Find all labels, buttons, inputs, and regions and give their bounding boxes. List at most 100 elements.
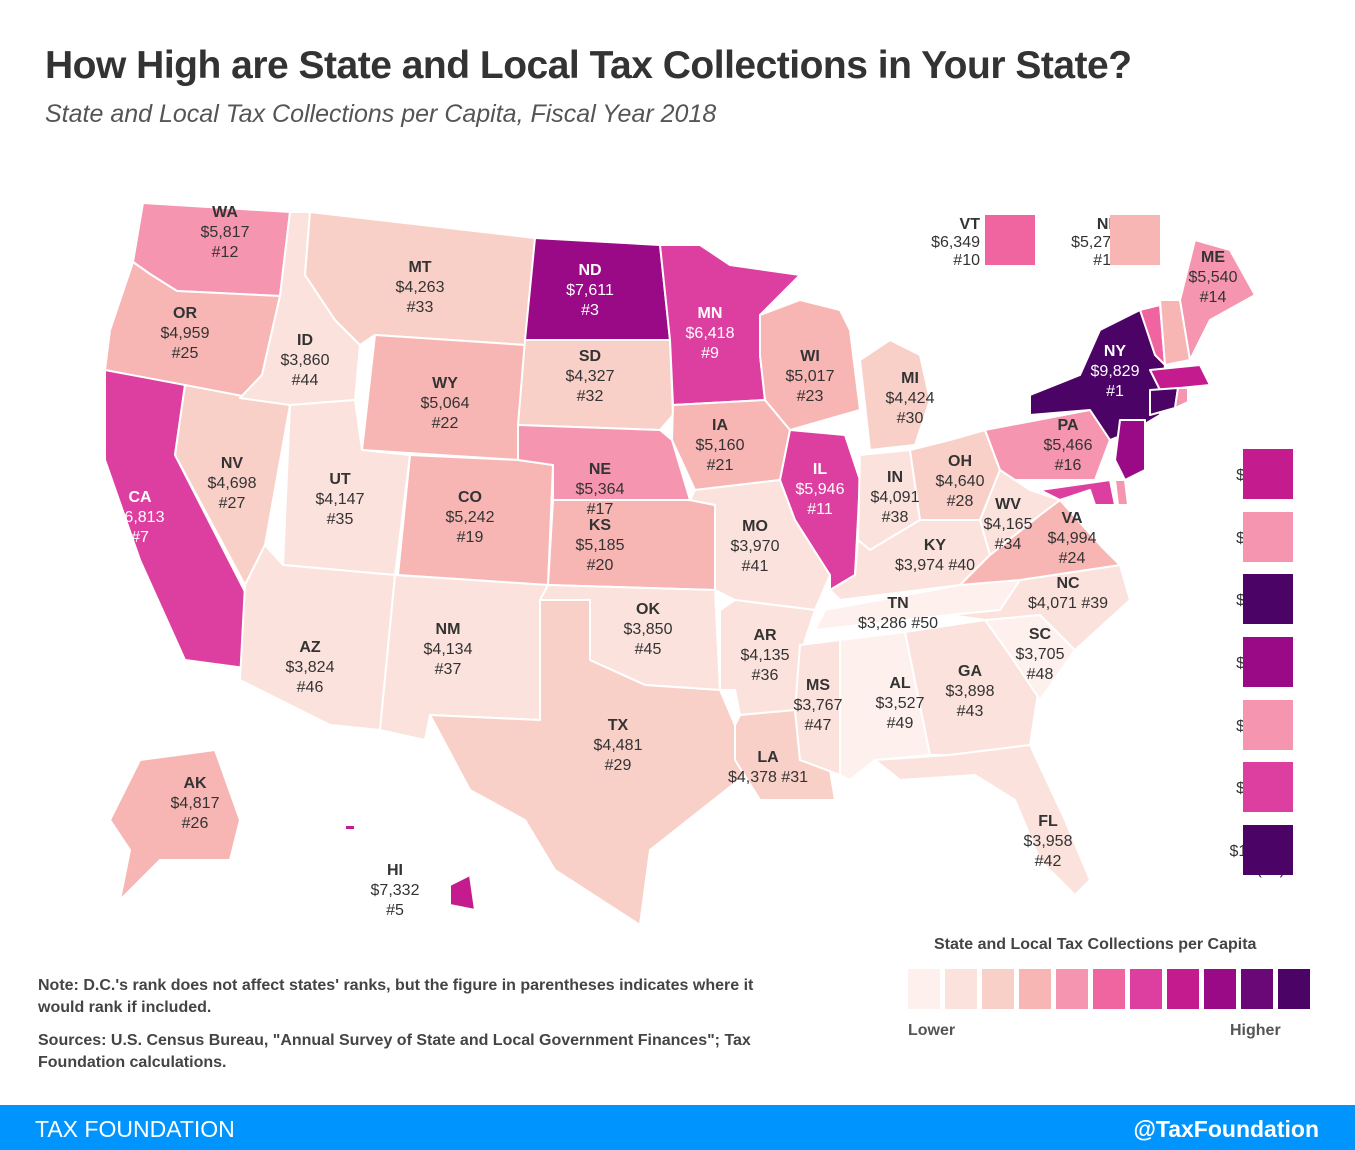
state-label-rank: #26	[182, 815, 209, 832]
state-label-rank: #20	[587, 557, 614, 574]
state-label-abbr: GA	[958, 663, 982, 680]
state-label-abbr: MT	[408, 259, 431, 276]
state-label-ky: KY $3,974 #40	[895, 537, 975, 574]
state-label-tx: TX $4,481 #29	[594, 717, 643, 774]
state-label-abbr: UT	[329, 471, 351, 488]
legend-swatch	[1056, 969, 1088, 1009]
state-label-in: IN $4,091 #38	[871, 469, 920, 526]
state-az	[239, 544, 396, 731]
box-abbr: VT	[959, 216, 980, 233]
state-label-rank: #19	[457, 529, 484, 546]
state-label-abbr: HI	[387, 862, 403, 879]
state-label-rank: #16	[1055, 457, 1082, 474]
swatch-ct	[1243, 574, 1293, 624]
box-rank: #10	[953, 252, 980, 269]
swatch-nh	[1110, 215, 1160, 265]
state-label-value: $3,860	[281, 352, 330, 369]
state-label-la: LA $4,378 #31	[728, 749, 808, 786]
state-me	[1179, 239, 1256, 361]
state-label-value: $6,813	[116, 509, 165, 526]
state-label-ia: IA $5,160 #21	[696, 417, 745, 474]
state-label-value: $4,263	[396, 279, 445, 296]
state-ny	[1029, 309, 1166, 441]
state-label-value: $7,332	[371, 882, 420, 899]
state-label-or: OR $4,959 #25	[161, 305, 210, 362]
state-label-abbr: MO	[742, 518, 768, 535]
state-label-abbr: MI	[901, 370, 919, 387]
state-label-value: $5,185	[576, 537, 625, 554]
state-label-value: $5,946	[796, 481, 845, 498]
state-label-rank: #42	[1035, 853, 1062, 870]
state-nj	[1114, 419, 1146, 481]
state-label-abbr: OK	[636, 601, 660, 618]
state-ms	[794, 639, 841, 776]
state-label-value: $4,327	[566, 368, 615, 385]
state-co	[397, 454, 554, 586]
state-label-value: $4,165	[984, 516, 1033, 533]
state-label-value+rank: $4,378 #31	[728, 769, 808, 786]
legend-swatch	[908, 969, 940, 1009]
state-label-value: $4,640	[936, 473, 985, 490]
state-label-abbr: NC	[1056, 575, 1080, 592]
state-label-abbr: AK	[183, 775, 207, 792]
swatch-nj	[1243, 637, 1293, 687]
state-label-nc: NC $4,071 #39	[1028, 575, 1108, 612]
state-label-ks: KS $5,185 #20	[576, 517, 625, 574]
state-label-value: $3,898	[946, 683, 995, 700]
state-mi	[859, 339, 931, 451]
state-label-value: $5,466	[1044, 437, 1093, 454]
state-label-rank: #28	[947, 493, 974, 510]
state-label-value: $6,418	[686, 325, 735, 342]
box-abbr: NH	[1096, 216, 1120, 233]
state-label-rank: #46	[297, 679, 324, 696]
state-label-value: $4,994	[1048, 530, 1097, 547]
state-de	[1114, 479, 1129, 506]
state-label-value: $9,829	[1091, 363, 1140, 380]
state-label-abbr: KS	[589, 517, 612, 534]
legend-swatch	[1241, 969, 1273, 1009]
state-rank: #40	[948, 557, 975, 574]
state-rank: #50	[911, 615, 938, 632]
state-label-value: $4,424	[886, 390, 935, 407]
state-label-me: ME $5,540 #14	[1189, 249, 1238, 306]
state-label-rank: #32	[577, 388, 604, 405]
state-ak	[109, 749, 241, 901]
state-label-mn: MN $6,418 #9	[686, 305, 735, 362]
state-label-rank: #37	[435, 661, 462, 678]
state-label-va: VA $4,994 #24	[1048, 510, 1097, 567]
state-label-value: $7,611	[566, 282, 614, 299]
state-label-abbr: SC	[1029, 626, 1052, 643]
state-label-rank: #7	[131, 529, 149, 546]
state-label-abbr: CO	[458, 489, 482, 506]
state-label-abbr: OH	[948, 453, 972, 470]
state-label-value: $3,527	[876, 695, 925, 712]
state-label-abbr: IN	[887, 469, 903, 486]
state-label-abbr: WA	[212, 204, 238, 221]
swatch-dc	[1243, 825, 1293, 875]
swatch-ma	[1243, 449, 1293, 499]
state-label-ga: GA $3,898 #43	[946, 663, 995, 720]
box-rank: #18	[1093, 252, 1120, 269]
state-label-value: $5,064	[421, 395, 470, 412]
state-label-wy: WY $5,064 #22	[421, 375, 470, 432]
state-label-abbr: ID	[297, 332, 313, 349]
state-label-rank: #25	[172, 345, 199, 362]
state-label-mo: MO $3,970 #41	[731, 518, 780, 575]
state-label-wv: WV $4,165 #34	[984, 496, 1033, 553]
state-label-value: $5,160	[696, 437, 745, 454]
state-label-tn: TN $3,286 #50	[858, 595, 938, 632]
state-label-value: $4,698	[208, 475, 257, 492]
state-md	[1039, 479, 1116, 506]
state-label-abbr: WY	[432, 375, 458, 392]
sources-text: Sources: U.S. Census Bureau, "Annual Sur…	[38, 1032, 751, 1071]
state-label-rank: #27	[219, 495, 246, 512]
state-label-oh: OH $4,640 #28	[936, 453, 985, 510]
state-rank: #39	[1081, 595, 1108, 612]
box-label-nh: NH $5,272 #18	[1040, 216, 1120, 270]
state-label-abbr: KY	[924, 537, 947, 554]
state-label-id: ID $3,860 #44	[281, 332, 330, 389]
state-tx	[429, 599, 746, 926]
state-label-mi: MI $4,424 #30	[886, 370, 935, 427]
state-value: $4,071	[1028, 595, 1077, 612]
state-label-value: $4,481	[594, 737, 643, 754]
